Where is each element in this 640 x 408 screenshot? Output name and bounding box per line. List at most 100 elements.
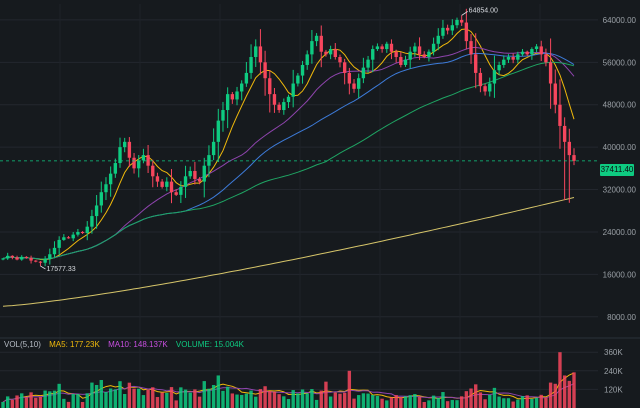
volume-bar: [160, 392, 164, 408]
volume-bar: [305, 393, 309, 408]
candle-body: [488, 83, 492, 92]
candle-body: [169, 181, 174, 193]
candle: [258, 29, 263, 75]
candle-body: [52, 247, 57, 255]
volume-bar: [155, 397, 160, 408]
candle-body: [277, 104, 281, 111]
candle: [5, 252, 10, 260]
volume-bar: [520, 396, 525, 408]
candle-body: [48, 254, 52, 260]
volume-bar: [483, 399, 487, 408]
volume-bar: [118, 381, 122, 408]
volume-bar: [99, 380, 103, 408]
candle: [155, 172, 160, 187]
candle-body: [20, 256, 24, 260]
volume-bars: [1, 352, 576, 408]
candle-body: [29, 257, 33, 261]
volume-bar: [389, 397, 394, 408]
candle: [137, 155, 141, 178]
candle: [118, 137, 122, 168]
volume-bar: [474, 384, 478, 408]
volume-bar: [225, 386, 230, 408]
candle-body: [375, 46, 380, 50]
volume-bar: [464, 391, 469, 408]
candle-body: [436, 35, 440, 44]
candle-body: [305, 54, 309, 65]
candle-body: [431, 43, 436, 52]
candle: [90, 209, 94, 234]
candle: [333, 43, 337, 60]
volume-bar: [431, 395, 436, 408]
candle-body: [516, 54, 520, 60]
candle-body: [10, 255, 15, 258]
volume-bar: [244, 393, 249, 408]
candle-body: [258, 46, 263, 63]
volume-bar: [221, 390, 225, 408]
candle-body: [417, 46, 422, 55]
candle: [375, 43, 380, 51]
candle-body: [151, 165, 155, 177]
candle: [455, 17, 459, 29]
candle-body: [352, 83, 356, 89]
price-axis: 64000.00 56000.00 48000.00 40000.00 32000.00…: [603, 16, 637, 322]
candle: [389, 39, 394, 60]
candle: [286, 94, 291, 109]
candle-body: [94, 205, 99, 217]
volume-bar: [108, 388, 113, 408]
volume-bar: [268, 391, 272, 408]
candle: [553, 69, 557, 114]
volume-axis: 360K 240K 120K: [604, 348, 623, 394]
candle: [272, 87, 277, 113]
candle-body: [492, 70, 497, 84]
candle-body: [520, 51, 525, 55]
volume-bar: [249, 390, 253, 408]
candle-body: [174, 192, 178, 195]
price-tick-label: 16000.00: [603, 270, 637, 279]
candle: [525, 50, 529, 56]
volume-bar: [57, 383, 61, 408]
candle: [483, 83, 487, 96]
candle: [197, 177, 202, 185]
candle-body: [118, 147, 122, 164]
candle-body: [90, 216, 94, 227]
candle-body: [57, 239, 61, 248]
volume-bar: [1, 401, 5, 408]
low-marker-line: [40, 265, 46, 270]
volume-bar: [113, 389, 118, 408]
candle: [562, 117, 567, 201]
candle: [174, 189, 178, 196]
volume-bar: [300, 389, 305, 408]
candle-body: [165, 181, 169, 187]
candle-body: [342, 62, 347, 73]
candle: [216, 108, 220, 162]
volume-bar: [539, 394, 543, 408]
candle: [183, 165, 188, 198]
candle: [506, 54, 511, 63]
volume-bar: [534, 397, 539, 408]
volume-bar: [282, 396, 286, 408]
volume-bar: [492, 387, 497, 408]
ma-trend-line: [2, 197, 575, 307]
volume-bar: [394, 395, 398, 408]
candle-body: [562, 125, 567, 142]
candlestick-series[interactable]: [1, 8, 576, 267]
volume-bar: [548, 382, 553, 408]
volume-bar: [43, 390, 47, 408]
candle: [254, 39, 258, 67]
current-price-tag: 37411.40: [600, 164, 634, 176]
candle-body: [127, 141, 132, 158]
candle: [502, 55, 506, 68]
candle-body: [422, 54, 426, 58]
candle: [113, 158, 118, 178]
candle-body: [15, 257, 19, 260]
candle: [352, 79, 356, 93]
volume-bar: [94, 384, 99, 408]
candle-body: [314, 35, 319, 42]
candle-body: [272, 94, 277, 105]
candle-body: [548, 62, 553, 84]
volume-bar: [310, 389, 314, 408]
volume-bar: [179, 387, 183, 408]
candle-body: [24, 256, 29, 258]
